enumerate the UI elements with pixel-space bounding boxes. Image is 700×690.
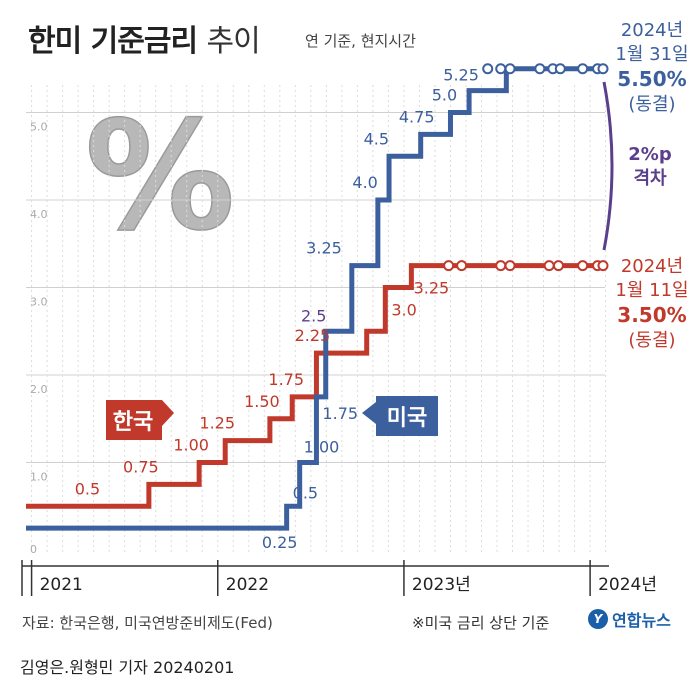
- kr-value-label: 3.25: [414, 279, 450, 298]
- page-title: 한미 기준금리 추이: [28, 16, 261, 60]
- us-date-year: 2024년: [621, 20, 683, 41]
- hold-marker: [554, 63, 566, 75]
- hold-marker: [504, 260, 516, 272]
- us-value-label: 1.75: [322, 404, 358, 423]
- us-date-day: 1월 31일: [615, 44, 688, 65]
- us-value-label: 4.75: [399, 107, 435, 126]
- y-tick-label: 0: [30, 543, 37, 556]
- title-sub: 추이: [206, 24, 261, 59]
- kr-value-label: 1.75: [268, 370, 304, 389]
- us-callout: 미국: [362, 396, 438, 436]
- hold-marker: [534, 63, 546, 75]
- hold-marker: [495, 260, 507, 272]
- kr-latest-annotation: 2024년 1월 11일 3.50% (동결): [615, 256, 688, 351]
- gap-annotation: 2%p 격차: [628, 144, 672, 189]
- latest-marker: [597, 260, 609, 272]
- hold-marker: [495, 63, 507, 75]
- kr-latest-rate: 3.50%: [617, 303, 686, 327]
- kr-value-label: 0.75: [123, 457, 159, 476]
- kr-value-label: 1.25: [199, 414, 235, 433]
- hold-marker: [482, 63, 494, 75]
- kr-value-label: 3.0: [391, 301, 416, 320]
- subtitle: 연 기준, 현지시간: [305, 32, 416, 50]
- y-tick-label: 1.0: [30, 471, 48, 484]
- us-latest-annotation: 2024년 1월 31일 5.50% (동결): [615, 20, 688, 115]
- us-value-label: 0.25: [262, 533, 298, 552]
- hold-marker: [504, 63, 516, 75]
- hold-marker: [577, 260, 589, 272]
- kr-value-label: 1.00: [173, 436, 209, 455]
- kr-status: (동결): [628, 330, 675, 351]
- source-text: 자료: 한국은행, 미국연방준비제도(Fed): [22, 614, 273, 632]
- kr-rate-line: [26, 263, 605, 509]
- us-value-label: 5.25: [443, 66, 479, 85]
- us-value-label: 1.00: [304, 438, 340, 457]
- hold-marker: [577, 63, 589, 75]
- publisher-logo: Y 연합뉴스: [588, 607, 671, 631]
- x-tick-label: 2022: [226, 575, 269, 595]
- gap-label: 격차: [633, 168, 667, 189]
- footnote: ※미국 금리 상단 기준: [412, 614, 550, 632]
- us-latest-rate: 5.50%: [617, 67, 686, 91]
- percent-symbol: %: [85, 90, 235, 264]
- hold-marker: [543, 260, 555, 272]
- us-value-label: 3.25: [306, 239, 342, 258]
- kr-value-label: 0.5: [75, 479, 100, 498]
- us-value-label: 0.5: [293, 483, 318, 502]
- kr-date-year: 2024년: [621, 256, 683, 277]
- rate-chart: % 0 1.0 2.0 3.0 4.0 5.0 2021 2022 2023년 2024년 0.5 0…: [21, 20, 689, 596]
- us-country-label: 미국: [387, 406, 427, 431]
- us-rate-line: [26, 66, 605, 531]
- kr-callout: 한국: [106, 400, 174, 440]
- gap-bracket: [602, 81, 614, 251]
- y-tick-label: 4.0: [30, 208, 48, 221]
- us-value-label: 5.0: [432, 86, 457, 105]
- x-tick-label: 2021: [40, 575, 83, 595]
- x-tick-label: 2023년: [412, 575, 471, 595]
- hold-marker: [456, 260, 468, 272]
- us-status: (동결): [628, 94, 675, 115]
- hold-marker: [552, 260, 564, 272]
- x-tick-label: 2024년: [598, 575, 657, 595]
- gap-value: 2%p: [628, 144, 672, 165]
- logo-text: 연합뉴스: [612, 611, 671, 630]
- y-tick-label: 5.0: [30, 121, 48, 134]
- us-value-label: 2.5: [301, 306, 326, 325]
- kr-value-label: 2.25: [295, 326, 331, 345]
- latest-marker: [597, 63, 609, 75]
- credit-line: 김영은.원형민 기자 20240201: [20, 658, 235, 677]
- kr-country-label: 한국: [113, 410, 153, 435]
- y-tick-label: 3.0: [30, 296, 48, 309]
- us-value-label: 4.0: [352, 173, 377, 192]
- us-value-label: 4.5: [364, 129, 389, 148]
- y-tick-label: 2.0: [30, 383, 48, 396]
- kr-date-day: 1월 11일: [615, 280, 688, 301]
- hold-marker: [443, 260, 455, 272]
- yonhap-logo-icon: Y: [588, 609, 608, 629]
- kr-value-label: 1.50: [244, 392, 280, 411]
- title-main: 한미 기준금리: [28, 24, 198, 59]
